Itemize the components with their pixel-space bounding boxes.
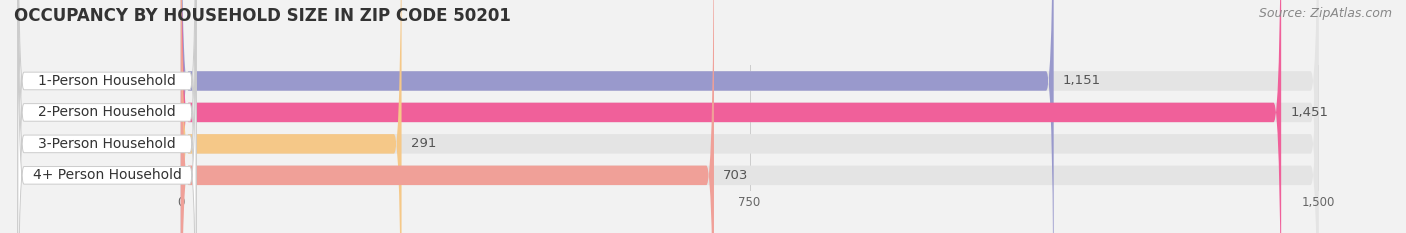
Text: OCCUPANCY BY HOUSEHOLD SIZE IN ZIP CODE 50201: OCCUPANCY BY HOUSEHOLD SIZE IN ZIP CODE … <box>14 7 510 25</box>
FancyBboxPatch shape <box>181 0 1319 233</box>
Text: 703: 703 <box>723 169 748 182</box>
Text: Source: ZipAtlas.com: Source: ZipAtlas.com <box>1258 7 1392 20</box>
FancyBboxPatch shape <box>181 0 1281 233</box>
FancyBboxPatch shape <box>181 0 714 233</box>
FancyBboxPatch shape <box>181 0 1053 233</box>
Text: 1,451: 1,451 <box>1291 106 1329 119</box>
FancyBboxPatch shape <box>18 0 195 233</box>
Text: 3-Person Household: 3-Person Household <box>38 137 176 151</box>
Text: 1,151: 1,151 <box>1063 75 1101 87</box>
FancyBboxPatch shape <box>181 0 1319 233</box>
Text: 291: 291 <box>411 137 436 150</box>
Text: 4+ Person Household: 4+ Person Household <box>32 168 181 182</box>
Text: 1-Person Household: 1-Person Household <box>38 74 176 88</box>
FancyBboxPatch shape <box>181 0 402 233</box>
Text: 2-Person Household: 2-Person Household <box>38 105 176 120</box>
FancyBboxPatch shape <box>181 0 1319 233</box>
FancyBboxPatch shape <box>181 0 1319 233</box>
FancyBboxPatch shape <box>18 0 195 233</box>
FancyBboxPatch shape <box>18 0 195 233</box>
FancyBboxPatch shape <box>18 0 195 233</box>
